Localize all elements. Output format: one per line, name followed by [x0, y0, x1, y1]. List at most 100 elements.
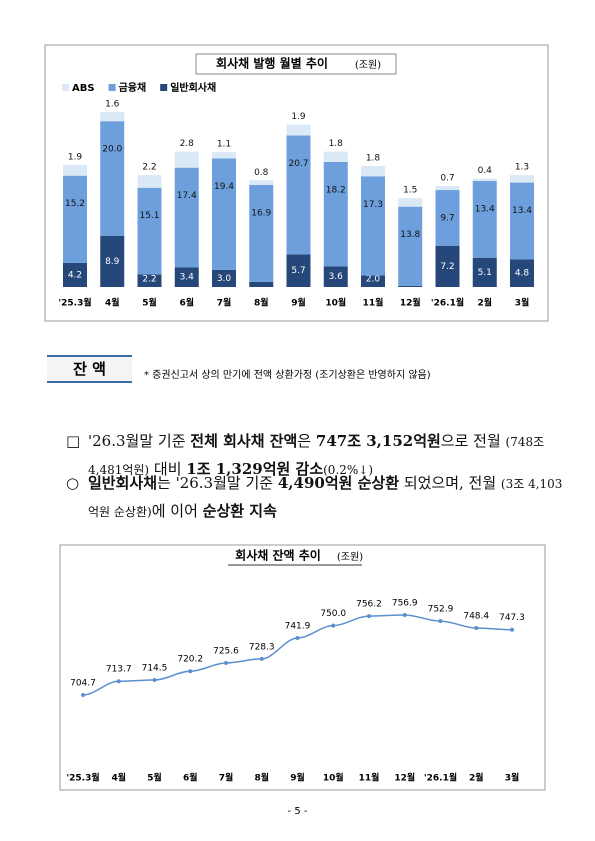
data-label: 720.2 [177, 655, 203, 665]
x-tick-label: 9월 [291, 297, 306, 309]
data-label: 2.8 [180, 139, 195, 149]
data-label: 1.3 [515, 163, 529, 173]
bar-segment [435, 186, 460, 191]
issuance-chart: 회사채 발행 월별 추이 (조원) ABS 금융채 일반회사채 '25.3월 4.2 15… [44, 44, 549, 322]
text-run: 되었으며, 전월 [399, 474, 501, 492]
data-label: 748.4 [463, 612, 489, 622]
data-label: 4.8 [515, 269, 530, 279]
x-tick-label: 5월 [147, 772, 162, 784]
chart-frame [44, 44, 549, 322]
bar-segment [286, 135, 311, 255]
x-tick-label: 12월 [394, 772, 415, 784]
data-label: 1.8 [329, 139, 344, 149]
section-note: * 증권신고서 상의 만기에 전액 상환가정 (조기상환은 반영하지 않음) [144, 370, 431, 381]
data-label: 15.1 [139, 211, 159, 221]
data-label: 747.3 [499, 613, 525, 623]
bar-segment [323, 266, 348, 287]
x-tick-label: 7월 [219, 772, 234, 784]
paragraph: □ '26.3월말 기준 전체 회사채 잔액은 747조 3,152억원으로 전월… [66, 428, 563, 484]
bar-segment [100, 112, 125, 122]
x-tick-label: 3월 [505, 772, 520, 784]
bar-segment [212, 269, 236, 287]
point [152, 677, 157, 682]
text-run: 은 [297, 432, 316, 450]
x-tick-label: 10월 [325, 297, 346, 309]
data-label: 20.7 [288, 159, 308, 169]
data-label: 13.4 [475, 204, 495, 214]
x-tick-label: 8월 [254, 772, 269, 784]
text-run: (748조 4,481억원) [88, 435, 545, 477]
bar-segment [435, 190, 460, 246]
paragraph: ○ 일반회사채는 '26.3월말 기준 4,490억원 순상환 되었으며, 전월 … [66, 470, 563, 526]
bar-segment [174, 167, 199, 268]
x-tick-label: 2월 [477, 297, 492, 309]
data-label: 756.2 [356, 600, 382, 610]
text-run: 4,490억원 순상환 [277, 474, 400, 492]
text-run: 순상환 지속 [202, 502, 277, 520]
bar-segment [510, 175, 534, 183]
text-run: 대비 [149, 460, 187, 478]
x-tick-label: 9월 [290, 772, 305, 784]
point [259, 656, 264, 661]
bar-segment [63, 164, 87, 176]
x-tick-label: 11월 [363, 297, 384, 309]
bar-segment [137, 274, 162, 287]
bar-segment [398, 206, 423, 286]
bullet-marker: □ [66, 432, 81, 450]
x-tick-label: '25.3월 [66, 772, 99, 784]
x-tick-label: 6월 [183, 772, 198, 784]
bar-segment [398, 198, 423, 207]
data-label: 2.2 [142, 163, 156, 173]
point [331, 623, 336, 628]
data-label: 0.8 [254, 168, 269, 178]
data-label: 713.7 [106, 665, 132, 675]
data-label: 9.7 [440, 214, 454, 224]
x-tick-label: 7월 [217, 297, 232, 309]
chart-title: 회사채 발행 월별 추이 [216, 56, 328, 71]
data-label: 5.7 [291, 266, 305, 276]
bar-segment [323, 161, 348, 267]
data-label: 7.2 [440, 262, 454, 272]
point [224, 660, 228, 665]
x-tick-label: '26.1월 [424, 772, 457, 784]
balance-chart: 회사채 잔액 추이 (조원) 704.7 '25.3월 713.7 4월 714.5 5월… [59, 544, 546, 791]
data-label: 741.9 [285, 621, 311, 631]
bar-segment [323, 151, 348, 162]
x-tick-label: 6월 [179, 297, 194, 309]
data-label: 1.1 [217, 140, 231, 150]
section-label: 잔 액 [47, 355, 132, 383]
text-run: (3조 4,103억원 순상환) [88, 477, 563, 519]
data-label: 1.9 [68, 152, 83, 162]
data-label: 15.2 [65, 199, 85, 209]
chart-title: 회사채 잔액 추이 [235, 548, 321, 563]
point [474, 626, 479, 631]
bar-segment [472, 180, 497, 258]
chart-unit: (조원) [337, 551, 363, 563]
data-label: 756.9 [392, 599, 418, 609]
data-label: 3.6 [329, 272, 344, 282]
bar-segment [63, 262, 87, 287]
chart-unit: (조원) [355, 59, 381, 71]
text-run: 1조 1,329억원 감소 [186, 460, 324, 478]
data-label: 1.6 [105, 100, 120, 110]
bar-segment [137, 175, 162, 188]
data-label: 3.4 [180, 273, 195, 283]
x-tick-label: '25.3월 [58, 297, 91, 309]
bar-segment [361, 176, 385, 276]
text-run: 는 '26.3월말 기준 [157, 474, 278, 492]
data-label: 1.5 [403, 186, 417, 196]
x-tick-label: 10월 [323, 772, 344, 784]
bar-segment [249, 184, 274, 282]
text-run: 747조 3,152억원 [315, 432, 441, 450]
bar-segment [212, 152, 236, 159]
bar-segment [435, 245, 460, 287]
data-label: 3.0 [217, 274, 232, 284]
data-label: 13.8 [400, 230, 420, 240]
data-label: 752.9 [428, 605, 454, 615]
data-label: 4.2 [68, 270, 82, 280]
data-label: 1.8 [366, 153, 381, 163]
bar-segment [398, 285, 423, 287]
bullet-marker: ○ [66, 474, 80, 492]
bar-segment [361, 275, 385, 287]
